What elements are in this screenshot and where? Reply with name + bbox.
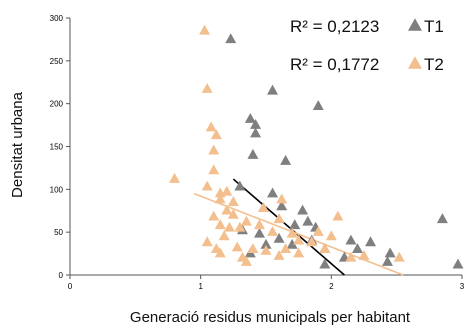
r-squared-label-t1: R² = 0,2123 bbox=[290, 17, 379, 36]
data-point bbox=[225, 33, 237, 44]
data-point bbox=[210, 129, 222, 140]
data-point bbox=[267, 84, 279, 95]
series-t2 bbox=[169, 24, 405, 266]
data-point bbox=[214, 247, 226, 258]
data-point bbox=[257, 202, 269, 212]
x-tick-label: 3 bbox=[460, 282, 465, 291]
x-tick-label: 0 bbox=[68, 282, 73, 291]
data-point bbox=[221, 204, 233, 215]
data-point bbox=[231, 241, 243, 252]
data-point bbox=[234, 221, 246, 232]
data-point bbox=[201, 82, 213, 93]
data-point bbox=[247, 243, 259, 254]
y-tick-label: 150 bbox=[50, 143, 64, 152]
y-tick-label: 100 bbox=[50, 185, 64, 194]
data-point bbox=[345, 234, 357, 245]
data-point bbox=[208, 164, 220, 175]
x-tick-label: 2 bbox=[329, 282, 334, 291]
data-point bbox=[293, 247, 305, 258]
data-point bbox=[250, 118, 262, 129]
y-tick-label: 50 bbox=[54, 228, 63, 237]
data-point bbox=[267, 226, 279, 236]
x-axis-title: Generació residus municipals per habitan… bbox=[130, 309, 411, 326]
y-tick-label: 0 bbox=[59, 271, 64, 280]
data-point bbox=[201, 180, 213, 191]
y-axis-title: Densitat urbana bbox=[9, 91, 26, 198]
data-point bbox=[286, 227, 298, 238]
data-point bbox=[267, 187, 279, 198]
trendline-t1 bbox=[232, 178, 345, 276]
data-point bbox=[201, 236, 213, 247]
legend-marker-t1 bbox=[408, 18, 422, 31]
data-point bbox=[289, 219, 301, 230]
data-point bbox=[436, 213, 448, 224]
y-tick-label: 250 bbox=[50, 57, 64, 66]
data-point bbox=[358, 250, 370, 260]
axes: 0 50 100 150 200 250 300 0 1 2 3 bbox=[50, 14, 465, 291]
legend-label-t1: T1 bbox=[424, 17, 444, 36]
data-point bbox=[273, 232, 285, 243]
data-point bbox=[240, 215, 252, 226]
data-point bbox=[365, 236, 377, 247]
trendline-t2 bbox=[193, 192, 404, 276]
data-point bbox=[260, 238, 272, 249]
data-point bbox=[214, 193, 226, 204]
data-point bbox=[319, 258, 331, 269]
data-point bbox=[260, 244, 272, 255]
data-point bbox=[250, 127, 262, 138]
data-point bbox=[276, 193, 288, 204]
trendlines bbox=[193, 178, 404, 276]
data-point bbox=[253, 219, 265, 230]
x-tick-label: 1 bbox=[198, 282, 203, 291]
data-point bbox=[208, 144, 220, 155]
data-point bbox=[199, 24, 211, 35]
data-point bbox=[332, 210, 344, 221]
data-point bbox=[319, 243, 331, 254]
data-point bbox=[297, 204, 309, 215]
data-point bbox=[221, 185, 233, 196]
data-point bbox=[244, 112, 256, 123]
y-tick-label: 300 bbox=[50, 14, 64, 23]
data-point bbox=[227, 196, 239, 206]
legend-marker-t2 bbox=[408, 56, 422, 69]
data-point bbox=[293, 234, 305, 245]
data-point bbox=[240, 256, 252, 266]
r-squared-label-t2: R² = 0,1772 bbox=[290, 55, 379, 74]
data-point bbox=[393, 251, 405, 262]
data-point bbox=[312, 100, 324, 110]
data-point bbox=[280, 154, 292, 165]
legend: R² = 0,2123 T1 R² = 0,1772 T2 bbox=[290, 17, 444, 74]
data-point bbox=[312, 226, 324, 236]
data-point bbox=[280, 243, 292, 254]
data-point bbox=[169, 172, 181, 183]
data-point bbox=[253, 227, 265, 238]
data-point bbox=[382, 256, 394, 266]
data-point bbox=[273, 213, 285, 224]
data-point bbox=[234, 180, 246, 191]
data-point bbox=[384, 247, 396, 258]
data-point bbox=[452, 258, 464, 269]
data-point bbox=[325, 230, 337, 241]
data-point bbox=[247, 148, 259, 159]
data-point bbox=[276, 200, 288, 211]
data-point bbox=[227, 208, 239, 219]
data-point bbox=[205, 121, 217, 132]
data-point bbox=[208, 210, 220, 221]
data-point bbox=[286, 238, 298, 249]
data-point bbox=[302, 215, 314, 226]
y-tick-label: 200 bbox=[50, 100, 64, 109]
data-point bbox=[273, 250, 285, 260]
data-points bbox=[169, 24, 464, 269]
series-t1 bbox=[225, 33, 464, 269]
data-point bbox=[345, 251, 357, 262]
data-point bbox=[306, 236, 318, 247]
data-point bbox=[223, 221, 235, 232]
data-point bbox=[214, 219, 226, 230]
data-point bbox=[351, 243, 363, 254]
data-point bbox=[218, 230, 230, 241]
legend-label-t2: T2 bbox=[424, 55, 444, 74]
